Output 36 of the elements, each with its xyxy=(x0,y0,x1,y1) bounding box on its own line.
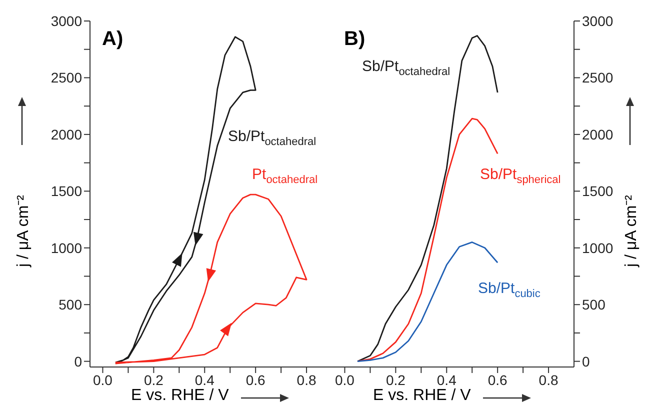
series-label: Sb/Pt$_{cubic}$ xyxy=(478,280,540,300)
x-axis-title: E vs. RHE / V xyxy=(131,387,229,405)
y-tick-label: 1500 xyxy=(50,183,82,200)
y2-tick-label: 3000 xyxy=(582,12,614,29)
y2-tick-label: 1000 xyxy=(582,240,614,256)
x-tick-label: 0.8 xyxy=(296,372,316,388)
y-tick-label: 2500 xyxy=(50,70,82,86)
y2-axis-title: j / μA cm⁻² xyxy=(622,194,641,270)
series-label: Pt$_{octahedral}$ xyxy=(252,166,318,186)
x-tick-label: 0.2 xyxy=(386,372,406,388)
chart-title: B) xyxy=(344,28,366,51)
x-tick-label: 0.6 xyxy=(488,372,508,388)
y-tick-label: 1000 xyxy=(50,240,82,256)
y2-tick-label: 500 xyxy=(582,296,606,313)
y-tick-label: 0 xyxy=(74,353,82,370)
y-tick-label: 500 xyxy=(58,296,82,313)
x-tick-label: 0.4 xyxy=(194,372,215,388)
y2-tick-label: 1500 xyxy=(582,183,614,200)
x-tick-label: 0.2 xyxy=(144,372,164,388)
series-label: Sb/Pt$_{octahedral}$ xyxy=(228,128,316,148)
x-tick-label: 0.0 xyxy=(335,372,355,388)
x-tick-label: 0.4 xyxy=(436,372,457,388)
x-tick-label: 0.0 xyxy=(93,372,113,388)
chart-title: A) xyxy=(102,28,124,51)
y2-tick-label: 0 xyxy=(582,353,590,370)
x-axis-title: E vs. RHE / V xyxy=(373,387,471,405)
series-label: Sb/Pt$_{spherical}$ xyxy=(480,166,561,186)
x-tick-label: 0.6 xyxy=(246,372,266,388)
y2-tick-label: 2500 xyxy=(582,70,614,86)
y-tick-label: 3000 xyxy=(50,12,82,29)
y-axis-title: j / μA cm⁻² xyxy=(14,194,33,270)
line-series xyxy=(114,194,308,364)
x-tick-label: 0.8 xyxy=(538,372,558,388)
series-label: Sb/Pt$_{octahedral}$ xyxy=(362,58,450,78)
y2-tick-label: 2000 xyxy=(582,126,614,142)
y-tick-label: 2000 xyxy=(50,126,82,142)
